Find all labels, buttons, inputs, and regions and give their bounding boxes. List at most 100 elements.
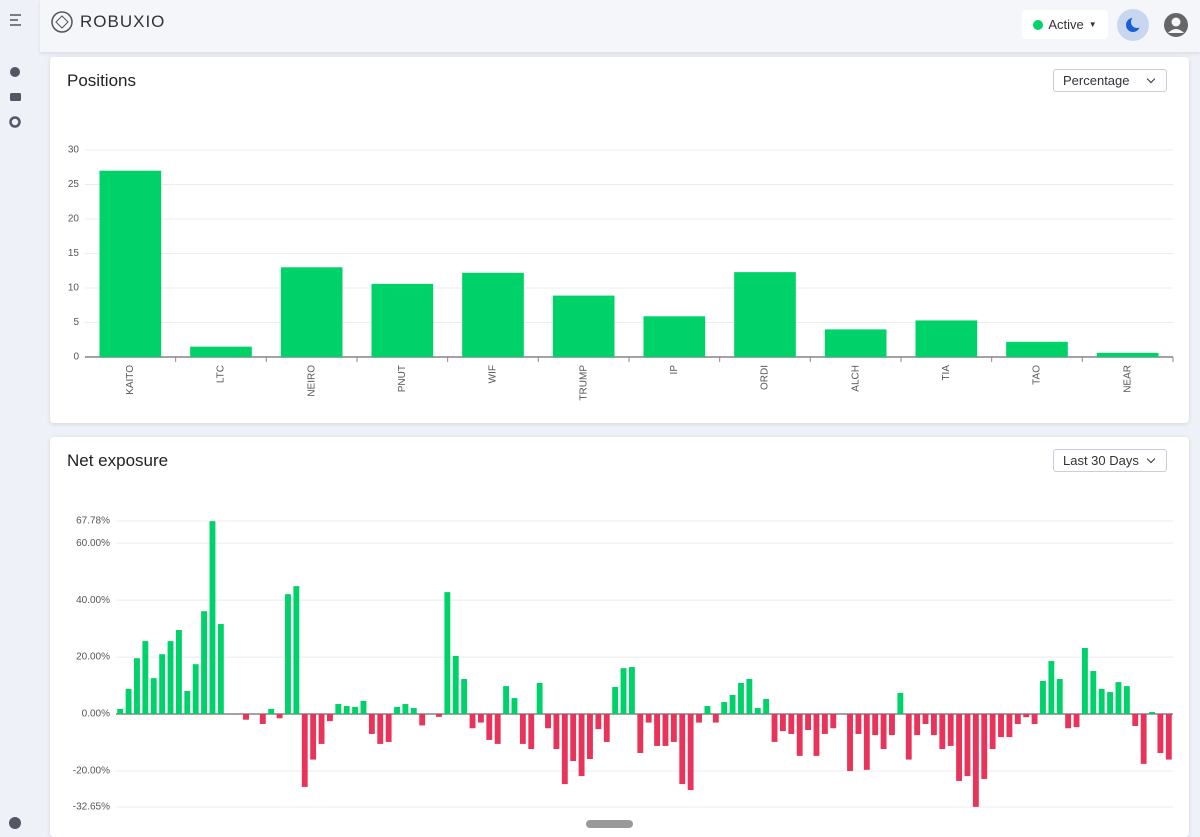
bar: [824, 329, 887, 357]
y-tick-label: 20.00%: [76, 652, 110, 663]
bar: [117, 708, 124, 715]
bar: [1132, 714, 1139, 726]
bar: [243, 714, 249, 720]
bar: [578, 714, 585, 777]
bar: [897, 692, 904, 715]
mode-select[interactable]: Percentage: [1053, 69, 1167, 92]
settings-icon[interactable]: [9, 116, 21, 128]
bar: [872, 714, 879, 736]
user-icon[interactable]: [1163, 12, 1189, 38]
bar: [788, 714, 795, 734]
bar: [830, 714, 837, 729]
bar: [779, 714, 786, 732]
bar: [1096, 352, 1159, 357]
bar: [410, 708, 417, 715]
bar: [1098, 688, 1105, 715]
bar: [360, 700, 367, 715]
bar: [99, 170, 162, 357]
chart-icon[interactable]: [10, 67, 20, 77]
bar: [259, 714, 266, 724]
bar: [142, 641, 149, 715]
bar: [1048, 661, 1055, 715]
card-title: Net exposure: [67, 451, 169, 470]
card-title: Positions: [67, 71, 136, 90]
x-tick-label: TIA: [941, 365, 952, 381]
bar: [377, 714, 384, 744]
bar: [343, 706, 350, 715]
bar: [394, 706, 400, 715]
bar: [729, 694, 736, 715]
bar: [1023, 714, 1030, 718]
bar: [670, 714, 677, 742]
bar: [947, 714, 954, 746]
bar: [696, 714, 702, 723]
bar: [998, 714, 1004, 738]
bar: [620, 668, 627, 715]
bar: [972, 714, 979, 807]
sidebar: [0, 0, 32, 832]
bar: [519, 714, 526, 744]
bar: [956, 714, 963, 781]
bar: [914, 714, 921, 736]
bar: [763, 698, 770, 715]
bar: [1073, 714, 1080, 728]
bar: [662, 714, 669, 746]
y-tick-label: 30: [68, 145, 80, 156]
bar: [280, 267, 343, 357]
bar: [603, 714, 610, 742]
bar: [746, 678, 753, 715]
bar: [1157, 714, 1164, 754]
bar: [371, 283, 434, 357]
y-tick-label: 40.00%: [76, 595, 110, 606]
bar: [587, 714, 593, 760]
y-tick-label: 15: [68, 248, 80, 259]
bar: [201, 611, 208, 715]
bar: [486, 714, 493, 740]
bar: [847, 714, 853, 771]
x-tick-label: ORDI: [760, 365, 771, 390]
bar: [863, 714, 870, 770]
bar: [1014, 714, 1021, 724]
range-select[interactable]: Last 30 Days: [1053, 449, 1167, 472]
bar: [796, 714, 803, 756]
bar: [771, 714, 778, 742]
y-tick-label: 25: [68, 179, 80, 190]
y-tick-label: 0.00%: [82, 709, 110, 720]
bar: [1081, 647, 1088, 715]
status-dropdown[interactable]: Active ▼: [1022, 10, 1108, 39]
bar: [1123, 686, 1130, 715]
theme-toggle[interactable]: [1117, 9, 1149, 41]
bar: [813, 714, 820, 756]
bar: [477, 714, 484, 723]
bar: [326, 714, 333, 722]
bar: [612, 686, 619, 715]
bar: [654, 714, 661, 746]
help-icon[interactable]: [9, 817, 21, 829]
sidebar-icons: [9, 14, 21, 829]
bar: [570, 714, 577, 762]
x-tick-label: LTC: [216, 365, 227, 383]
wallet-icon[interactable]: [10, 93, 21, 101]
y-tick-label: 60.00%: [76, 538, 110, 549]
bar: [192, 664, 199, 715]
bar: [855, 714, 862, 734]
exposure-card: Net exposure Last 30 Days -32.65% -20.00%…: [50, 437, 1189, 837]
bar: [419, 714, 426, 726]
y-tick-label: 5: [73, 317, 79, 328]
x-tick-label: NEIRO: [306, 365, 317, 397]
logo-text: ROBUXIO: [80, 12, 166, 31]
y-tick-label: 20: [68, 214, 80, 225]
bar: [528, 714, 535, 750]
bar: [545, 714, 551, 729]
bar: [687, 714, 694, 791]
logo[interactable]: ROBUXIO: [50, 10, 165, 34]
bar: [293, 586, 300, 715]
scrollbar[interactable]: [586, 820, 633, 828]
bar: [1090, 671, 1097, 715]
bar: [679, 714, 686, 785]
bar: [553, 714, 560, 750]
bar: [402, 704, 409, 715]
bar: [461, 678, 468, 715]
bar: [552, 295, 615, 357]
bar: [628, 667, 635, 715]
